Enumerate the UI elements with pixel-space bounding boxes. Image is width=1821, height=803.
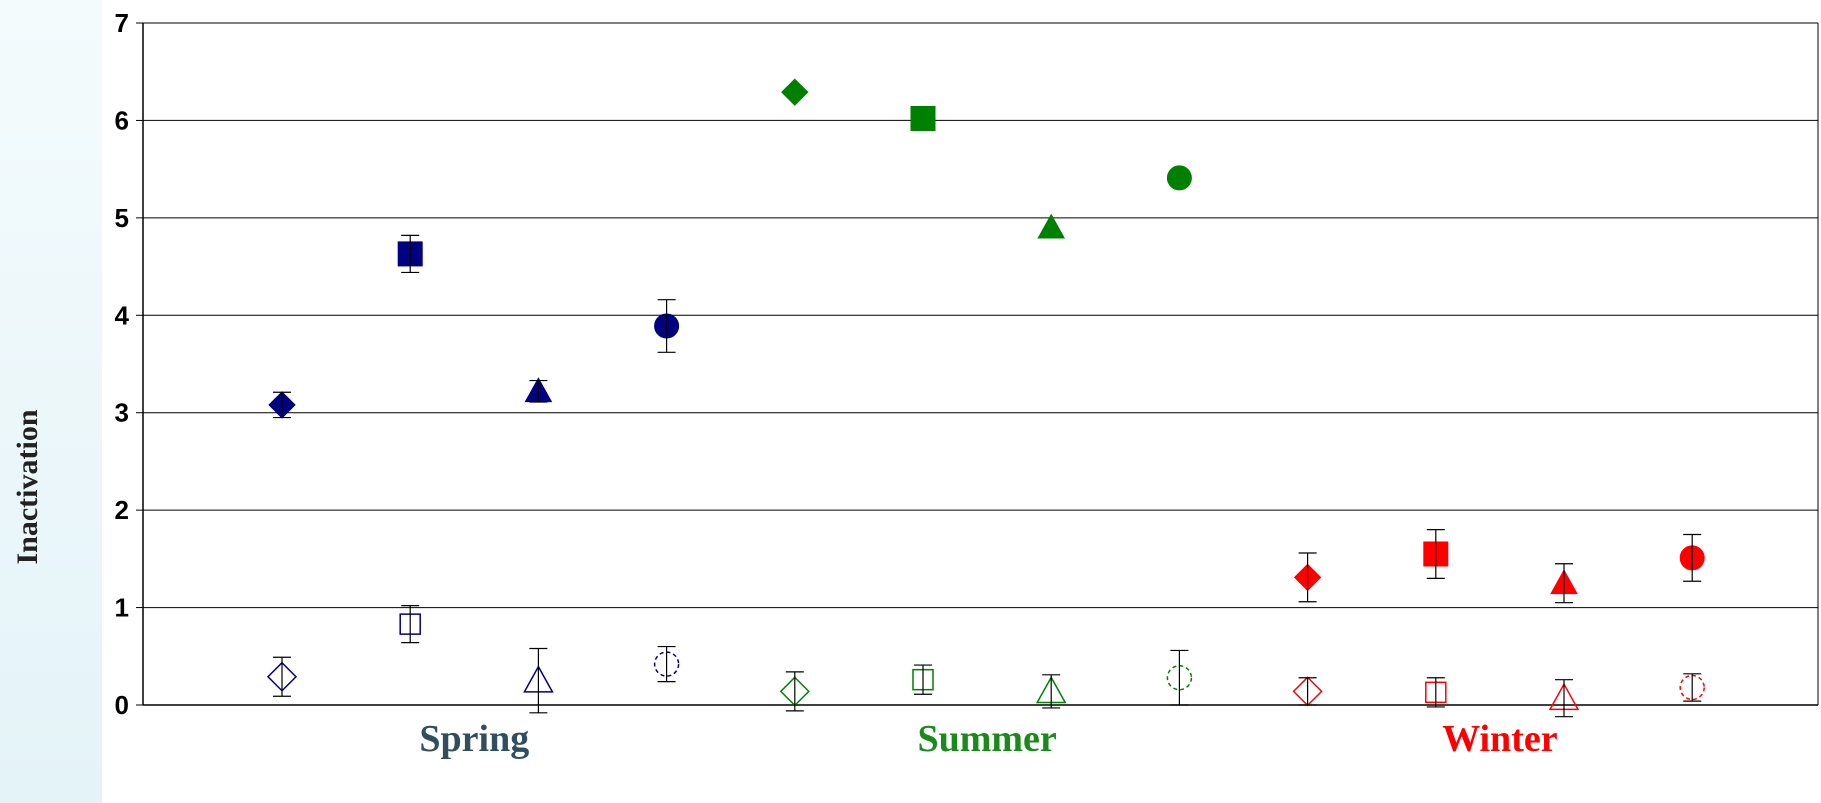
- y-tick-label: 1: [115, 593, 129, 623]
- season-label-winter: Winter: [1442, 718, 1558, 760]
- filled-summer-triangle-marker: [1037, 213, 1066, 239]
- y-axis-label: Inactivation: [11, 409, 44, 565]
- y-tick-label: 5: [115, 203, 129, 233]
- y-tick-label: 0: [115, 690, 129, 720]
- filled-summer-diamond-marker: [781, 78, 809, 106]
- filled-summer-square-marker: [910, 105, 936, 131]
- y-tick-label: 2: [115, 495, 129, 525]
- y-tick-label: 3: [115, 398, 129, 428]
- season-label-summer: Summer: [917, 718, 1057, 760]
- filled-summer-circle-marker: [1166, 165, 1192, 191]
- side-panel: [0, 0, 102, 803]
- y-tick-label: 4: [115, 300, 130, 330]
- season-label-spring: Spring: [419, 718, 530, 760]
- y-tick-label: 6: [115, 105, 129, 135]
- y-tick-label: 7: [115, 8, 129, 38]
